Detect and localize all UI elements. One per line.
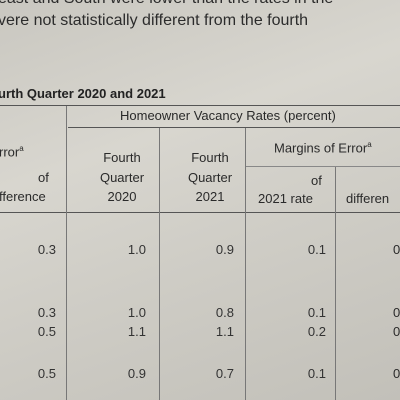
table-top-rule xyxy=(0,105,400,106)
row2-left-moe: 0.3 xyxy=(37,305,56,320)
row2-fq2021: 0.8 xyxy=(215,305,234,320)
column-divider-2 xyxy=(159,128,160,400)
group-header-rule xyxy=(68,127,400,128)
left-sub-header-of: of xyxy=(38,170,49,185)
fq2021-header-2: Quarter xyxy=(187,170,233,185)
row3-fq2020: 1.1 xyxy=(127,324,146,339)
row1-cut: 0 xyxy=(393,242,400,257)
fq2020-header-2: Quarter xyxy=(99,170,145,185)
row2-cut: 0 xyxy=(393,305,400,320)
row1-fq2020: 1.0 xyxy=(127,242,146,257)
left-sub-header-difference: fference xyxy=(0,189,46,204)
paragraph-line-1: east and South were lower than the rates… xyxy=(0,0,333,8)
moe-2021-header-rate: 2021 rate xyxy=(258,191,313,206)
moe-difference-header: differen xyxy=(346,191,390,206)
row4-fq2020: 0.9 xyxy=(127,366,146,381)
header-bottom-rule xyxy=(0,212,400,213)
homeowner-vacancy-header: Homeowner Vacancy Rates (percent) xyxy=(120,108,336,123)
row1-fq2021: 0.9 xyxy=(215,242,234,257)
row4-moe2021: 0.1 xyxy=(307,366,326,381)
fq2021-header-1: Fourth xyxy=(191,150,229,165)
column-divider-1 xyxy=(66,106,67,400)
row3-moe2021: 0.2 xyxy=(307,324,326,339)
fq2020-header-3: 2020 xyxy=(107,189,137,204)
row3-left-moe: 0.5 xyxy=(37,324,56,339)
fq2020-header-1: Fourth xyxy=(103,150,141,165)
row1-left-moe: 0.3 xyxy=(37,242,56,257)
left-group-header: rrora xyxy=(0,144,24,160)
row3-fq2021: 1.1 xyxy=(215,324,234,339)
paragraph-line-2: vere not statistically different from th… xyxy=(0,12,309,29)
moe-header: Margins of Errora xyxy=(274,140,372,156)
row4-cut: 0 xyxy=(393,366,400,381)
column-divider-3 xyxy=(245,128,246,400)
column-divider-4 xyxy=(335,167,336,400)
moe-2021-header-of: of xyxy=(311,173,322,188)
row4-fq2021: 0.7 xyxy=(215,366,234,381)
moe-header-rule xyxy=(246,166,400,167)
row2-moe2021: 0.1 xyxy=(307,305,326,320)
row2-fq2020: 1.0 xyxy=(127,305,146,320)
row4-left-moe: 0.5 xyxy=(37,366,56,381)
row3-cut: 0 xyxy=(393,324,400,339)
fq2021-header-3: 2021 xyxy=(195,189,225,204)
row1-moe2021: 0.1 xyxy=(307,242,326,257)
table-caption: urth Quarter 2020 and 2021 xyxy=(0,86,166,101)
